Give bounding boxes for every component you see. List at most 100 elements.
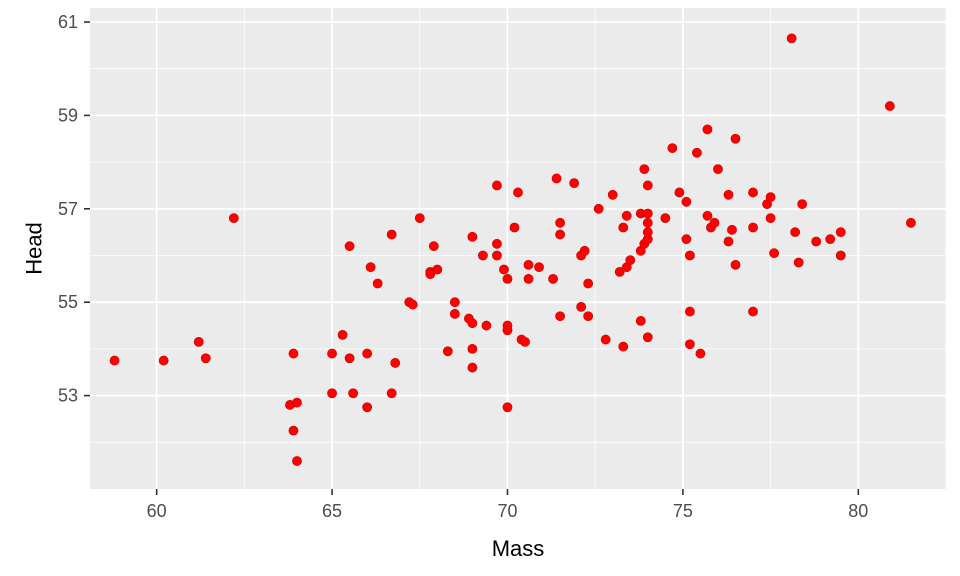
data-points <box>109 33 916 466</box>
x-tick-label: 60 <box>147 501 167 521</box>
data-point <box>337 329 348 340</box>
minor-gridlines <box>90 8 947 489</box>
data-point <box>600 334 611 345</box>
data-point <box>579 245 590 256</box>
data-point <box>713 164 723 175</box>
data-point <box>158 355 169 366</box>
data-point <box>432 264 443 275</box>
data-point <box>362 402 373 413</box>
data-point <box>288 425 299 436</box>
data-point <box>835 250 846 261</box>
data-point <box>685 250 695 261</box>
data-point <box>681 196 692 207</box>
data-point <box>509 222 520 233</box>
data-point <box>642 332 653 343</box>
data-point <box>502 325 513 336</box>
data-point <box>492 180 502 191</box>
data-point <box>797 199 808 210</box>
data-point <box>449 308 460 319</box>
data-point <box>884 101 895 111</box>
data-point <box>727 224 737 235</box>
data-point <box>548 273 558 284</box>
y-tick-label: 55 <box>58 292 78 312</box>
data-point <box>642 234 653 245</box>
y-tick-label: 57 <box>58 199 78 219</box>
data-point <box>906 217 916 228</box>
data-point <box>790 227 801 238</box>
data-point <box>344 353 355 364</box>
data-point <box>667 143 678 153</box>
data-point <box>288 348 299 359</box>
data-point <box>365 262 376 273</box>
data-point <box>193 336 204 347</box>
data-point <box>642 180 653 191</box>
data-point <box>583 311 594 322</box>
x-axis: 60 65 70 75 80 <box>147 489 868 521</box>
data-point <box>786 33 797 44</box>
data-point <box>685 339 695 350</box>
data-point <box>635 315 646 326</box>
data-point <box>386 229 397 240</box>
data-point <box>481 320 492 331</box>
data-point <box>292 456 302 466</box>
data-point <box>499 264 509 275</box>
data-point <box>348 388 359 399</box>
data-point <box>642 217 653 228</box>
data-point <box>467 344 478 354</box>
data-point <box>492 250 502 261</box>
data-point <box>685 306 695 317</box>
data-point <box>555 229 565 240</box>
data-point <box>723 189 734 200</box>
data-point <box>625 255 636 266</box>
data-point <box>695 348 706 359</box>
data-point <box>513 187 523 198</box>
data-point <box>639 164 650 175</box>
data-point <box>702 124 713 135</box>
data-point <box>425 269 436 280</box>
data-point <box>576 301 587 312</box>
data-point <box>765 192 776 203</box>
data-point <box>730 133 741 144</box>
data-point <box>467 362 478 373</box>
data-point <box>681 234 692 245</box>
data-point <box>372 278 383 289</box>
data-point <box>709 217 720 228</box>
data-point <box>520 336 530 347</box>
data-point <box>386 388 397 399</box>
data-point <box>825 234 836 245</box>
y-tick-label: 61 <box>58 12 78 32</box>
data-point <box>414 213 425 224</box>
data-point <box>428 241 439 252</box>
y-tick-label: 53 <box>58 386 78 406</box>
data-point <box>492 238 502 249</box>
x-tick-label: 65 <box>322 501 342 521</box>
data-point <box>835 227 846 238</box>
data-point <box>551 173 562 184</box>
data-point <box>390 358 401 368</box>
y-tick-label: 59 <box>58 105 78 125</box>
data-point <box>327 348 337 359</box>
data-point <box>292 397 302 408</box>
data-point <box>811 236 822 247</box>
data-point <box>621 210 632 221</box>
data-point <box>555 217 565 228</box>
data-point <box>614 266 625 277</box>
data-point <box>228 213 239 224</box>
data-point <box>583 278 594 289</box>
data-point <box>502 402 513 413</box>
data-point <box>748 306 758 317</box>
data-point <box>642 208 653 219</box>
y-axis: 53 55 57 59 61 <box>58 12 90 406</box>
x-axis-title: Mass <box>492 536 545 561</box>
data-point <box>327 388 337 399</box>
data-point <box>769 248 779 259</box>
data-point <box>692 147 702 158</box>
data-point <box>593 203 604 214</box>
data-point <box>109 355 120 366</box>
data-point <box>748 222 758 233</box>
data-point <box>723 236 734 247</box>
data-point <box>660 213 671 224</box>
data-point <box>362 348 373 359</box>
